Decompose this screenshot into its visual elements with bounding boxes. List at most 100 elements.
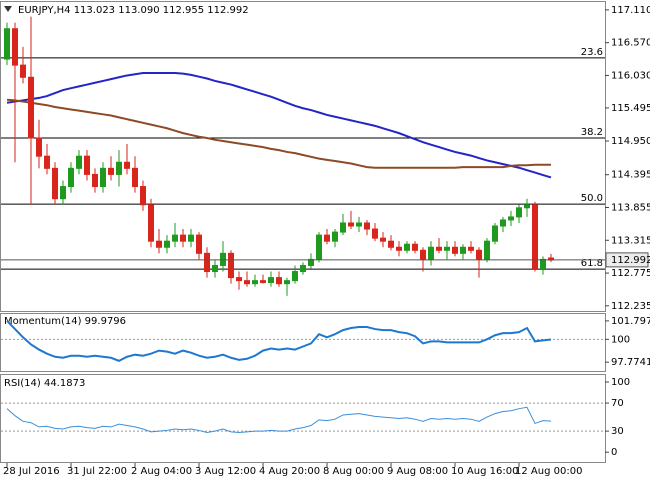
- y-tick-label: 30: [611, 426, 624, 437]
- candle-body: [108, 167, 114, 175]
- candle-body: [404, 243, 410, 251]
- candle-body: [380, 237, 386, 242]
- level-label: 38.2: [581, 127, 603, 138]
- x-tick-label: 28 Jul 2016: [3, 466, 60, 477]
- y-tick-label: 0: [611, 447, 617, 458]
- candle-body: [52, 167, 58, 200]
- y-tick-label: 114.395: [611, 170, 650, 181]
- candle-body: [276, 277, 282, 285]
- candle-body: [236, 277, 242, 282]
- candle-body: [68, 167, 74, 188]
- candle-body: [180, 234, 186, 242]
- y-tick-label: 113.855: [611, 202, 650, 213]
- y-tick-label: 112.235: [611, 301, 650, 312]
- candle-body: [420, 249, 426, 260]
- candle-body: [316, 234, 322, 260]
- y-tick-label: 97.7741: [611, 357, 650, 368]
- candle-body: [148, 204, 154, 242]
- candle-body: [292, 271, 298, 282]
- candle-body: [396, 246, 402, 251]
- candle-body: [204, 252, 210, 273]
- x-tick-label: 10 Aug 16:00: [451, 466, 518, 477]
- candle-body: [484, 240, 490, 260]
- x-tick-label: 4 Aug 20:00: [259, 466, 320, 477]
- candle-body: [284, 280, 290, 285]
- y-tick-label: 116.570: [611, 38, 650, 49]
- candle-body: [436, 246, 442, 251]
- candle-body: [188, 234, 194, 242]
- collapse-icon: [4, 6, 12, 12]
- candle-body: [20, 64, 26, 78]
- y-tick-label: 115.495: [611, 103, 650, 114]
- candle-body: [76, 155, 82, 169]
- candle-body: [452, 246, 458, 254]
- candle-body: [356, 222, 362, 227]
- y-tick-label: 117.110: [611, 5, 650, 16]
- x-tick-label: 8 Aug 00:00: [323, 466, 384, 477]
- candle-body: [500, 219, 506, 227]
- candle-body: [92, 173, 98, 188]
- candle-body: [228, 252, 234, 279]
- indicator-line: [6, 320, 552, 362]
- candle-body: [476, 249, 482, 260]
- candle-body: [132, 167, 138, 188]
- candle-body: [340, 222, 346, 233]
- candle-body: [412, 243, 418, 251]
- y-tick-label: 116.030: [611, 70, 650, 81]
- candle-body: [60, 186, 66, 200]
- y-tick-label: 100: [611, 377, 630, 388]
- candle-body: [468, 246, 474, 251]
- level-label: 23.6: [581, 47, 603, 58]
- rsi-pane-frame: [0, 374, 606, 463]
- x-tick-label: 31 Jul 22:00: [67, 466, 127, 477]
- candle-body: [508, 216, 514, 221]
- candle-body: [364, 222, 370, 230]
- candle-body: [516, 207, 522, 218]
- moving-average: [6, 72, 552, 179]
- candle-body: [124, 161, 130, 169]
- momentum-pane-frame: [0, 313, 606, 372]
- candle-body: [300, 264, 306, 273]
- candle-body: [100, 167, 106, 188]
- candle-body: [28, 76, 34, 139]
- moving-average: [6, 98, 551, 169]
- candle-body: [252, 280, 258, 285]
- candle-body: [172, 234, 178, 242]
- level-label: 61.8: [581, 258, 603, 269]
- current-price-box: [605, 252, 649, 268]
- candle-body: [372, 228, 378, 239]
- candle-body: [116, 161, 122, 175]
- current-price-label: 112.992: [611, 255, 650, 266]
- candle-body: [260, 280, 266, 283]
- candle-body: [212, 264, 218, 273]
- main-pane-frame: [0, 1, 606, 312]
- candle-body: [532, 204, 538, 270]
- candle-body: [140, 186, 146, 206]
- candle-body: [460, 246, 466, 254]
- candle-body: [428, 246, 434, 260]
- candle-body: [492, 225, 498, 242]
- x-tick-label: 12 Aug 00:00: [515, 466, 582, 477]
- candle-body: [164, 240, 170, 248]
- candle-body: [388, 240, 394, 248]
- x-tick-label: 3 Aug 12:00: [195, 466, 256, 477]
- pane-title: EURJPY,H4 113.023 113.090 112.955 112.99…: [18, 5, 249, 16]
- candle-body: [332, 231, 338, 242]
- indicator-line: [6, 406, 552, 434]
- candle-body: [196, 234, 202, 254]
- candle-body: [36, 137, 42, 157]
- candle-body: [44, 155, 50, 169]
- candle-body: [156, 240, 162, 248]
- y-tick-label: 114.950: [611, 136, 650, 147]
- level-label: 50.0: [581, 193, 603, 204]
- y-tick-label: 70: [611, 398, 624, 409]
- x-tick-label: 9 Aug 08:00: [387, 466, 448, 477]
- candle-body: [4, 28, 10, 60]
- candle-body: [540, 258, 546, 270]
- candle-body: [324, 234, 330, 242]
- y-tick-label: 101.7976: [611, 316, 650, 327]
- pane-title: RSI(14) 44.1873: [4, 378, 85, 389]
- y-tick-label: 113.315: [611, 235, 650, 246]
- candle-body: [84, 155, 90, 175]
